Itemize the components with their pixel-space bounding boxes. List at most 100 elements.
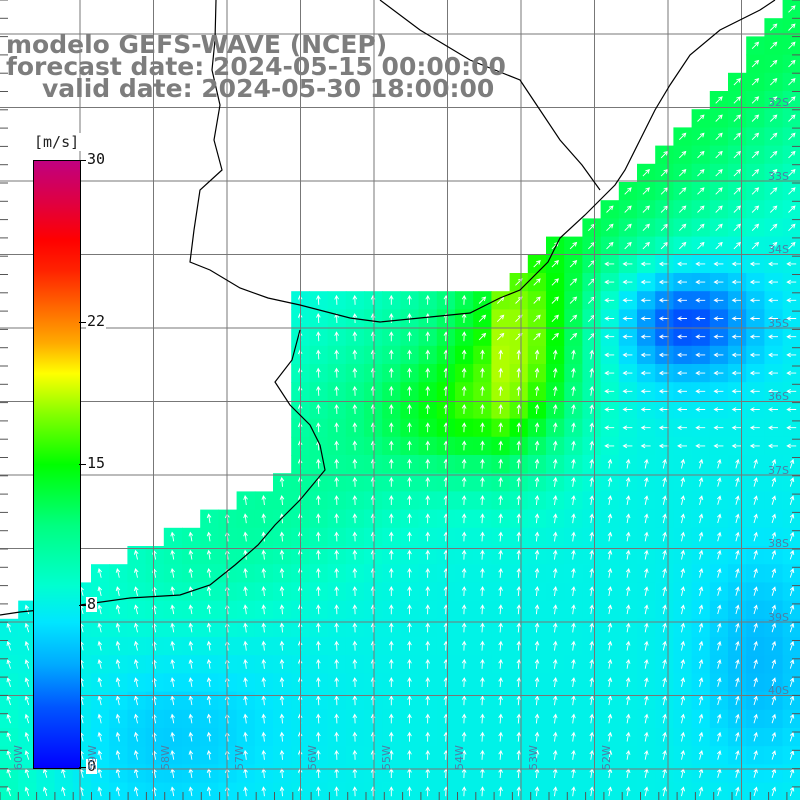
wind-arrow [788, 132, 796, 141]
wind-arrow [786, 352, 797, 358]
wind-arrow [533, 260, 541, 268]
wind-arrow [425, 440, 431, 451]
wind-arrow [789, 713, 795, 724]
wind-arrow [261, 495, 267, 506]
wind-arrow [589, 476, 595, 487]
wind-arrow [516, 476, 522, 487]
wind-arrow [334, 513, 339, 524]
wind-arrow [516, 495, 522, 506]
wind-arrow [389, 604, 394, 615]
wind-arrow [625, 731, 631, 742]
wind-arrow [170, 640, 175, 651]
wind-arrow [425, 313, 431, 324]
wind-arrow [768, 443, 778, 449]
wind-arrow [571, 622, 576, 633]
wind-arrow [716, 640, 722, 651]
wind-arrow [571, 604, 576, 615]
wind-arrow [407, 440, 412, 451]
wind-arrow [478, 332, 487, 341]
wind-arrow [698, 458, 704, 469]
wind-arrow [604, 316, 615, 321]
wind-arrow [480, 658, 485, 669]
wind-arrow [658, 298, 669, 303]
wind-arrow [334, 349, 339, 360]
wind-arrow [735, 713, 740, 724]
wind-arrow [352, 749, 358, 760]
wind-arrow [407, 677, 412, 687]
wind-arrow [425, 404, 431, 415]
wind-arrow [334, 658, 339, 669]
wind-arrow [625, 458, 631, 469]
wind-arrow [407, 567, 412, 578]
wind-arrow [316, 331, 321, 342]
wind-arrow [622, 352, 633, 358]
wind-arrow [662, 531, 667, 542]
wind-arrow [516, 549, 522, 560]
wind-arrow [97, 749, 103, 760]
wind-arrow [133, 677, 139, 687]
wind-arrow [243, 786, 248, 797]
longitude-label: 54W [453, 745, 466, 770]
wind-arrow [206, 786, 212, 797]
wind-arrow [735, 640, 740, 651]
wind-arrow [713, 407, 724, 412]
wind-arrow [625, 586, 631, 596]
wind-arrow [715, 169, 723, 177]
wind-arrow [751, 41, 760, 50]
forecast-date: forecast date: 2024-05-15 00:00:00 [6, 52, 506, 81]
wind-arrow [698, 531, 704, 542]
wind-arrow [768, 370, 778, 376]
wind-arrow [516, 713, 522, 724]
wind-arrow [407, 549, 412, 560]
wind-arrow [786, 370, 797, 376]
wind-arrow [733, 150, 741, 159]
wind-arrow [407, 404, 412, 414]
wind-arrow [97, 640, 103, 651]
wind-arrow [644, 567, 649, 578]
wind-arrow [733, 223, 741, 232]
wind-arrow [480, 513, 485, 524]
wind-arrow [334, 458, 339, 469]
wind-arrow [352, 294, 358, 305]
wind-arrow [678, 223, 687, 232]
wind-arrow [534, 495, 540, 506]
wind-arrow [589, 495, 595, 505]
wind-arrow [715, 132, 723, 141]
wind-arrow [206, 604, 212, 615]
wind-arrow [680, 495, 686, 505]
wind-arrow [534, 440, 540, 451]
wind-arrow [115, 713, 121, 724]
wind-arrow [243, 604, 248, 615]
wind-arrow [716, 604, 722, 615]
wind-arrow [698, 749, 704, 760]
wind-arrow [677, 407, 687, 412]
wind-arrow [498, 549, 503, 560]
wind-arrow [498, 440, 503, 451]
wind-arrow [498, 385, 503, 396]
wind-arrow [716, 622, 722, 633]
wind-arrow [731, 443, 742, 449]
wind-arrow [749, 261, 760, 267]
wind-arrow [133, 695, 139, 706]
wind-arrow [552, 549, 558, 560]
wind-arrow [480, 458, 485, 469]
wind-arrow [751, 150, 760, 159]
wind-arrow [334, 677, 339, 688]
wind-arrow [389, 658, 394, 669]
wind-arrow [261, 713, 267, 724]
wind-arrow [715, 241, 723, 250]
wind-arrow [496, 314, 505, 323]
wind-arrow [677, 389, 687, 394]
wind-arrow [625, 567, 631, 578]
wind-arrow [516, 640, 522, 651]
wind-arrow [516, 677, 522, 688]
wind-arrow [697, 150, 705, 159]
wind-arrow [316, 458, 321, 469]
wind-arrow [425, 367, 431, 378]
wind-arrow [622, 425, 633, 430]
wind-arrow [680, 567, 686, 578]
wind-arrow [769, 241, 778, 250]
wind-arrow [97, 622, 103, 633]
wind-arrow [644, 713, 649, 724]
wind-arrow [644, 658, 649, 669]
